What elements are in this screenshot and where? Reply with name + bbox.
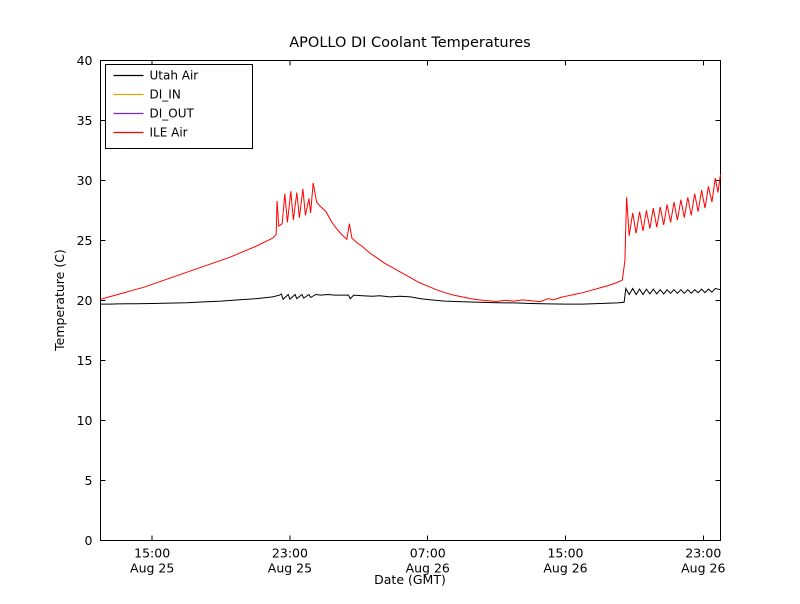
y-tick-label: 40 [77,53,93,68]
x-tick-label-time: 15:00 [547,546,583,561]
series-line-utah-air [100,286,721,305]
legend-label-di-out: DI_OUT [150,107,195,121]
legend-label-di-in: DI_IN [150,88,181,102]
x-tick-label-time: 15:00 [134,546,170,561]
legend-box [105,64,253,149]
y-tick-label: 25 [77,233,93,248]
y-tick-label: 0 [85,533,93,548]
y-tick-label: 5 [85,473,93,488]
y-tick-label: 10 [77,413,93,428]
x-tick-label-date: Aug 26 [681,561,725,576]
chart-title: APOLLO DI Coolant Temperatures [289,35,530,51]
x-tick-label-time: 07:00 [410,546,446,561]
x-tick-label-time: 23:00 [272,546,308,561]
legend-label-ile-air: ILE Air [150,126,188,140]
y-tick-label: 15 [77,353,93,368]
x-axis-label: Date (GMT) [374,572,446,587]
y-axis-label: Temperature (C) [52,249,67,352]
x-tick-label-date: Aug 26 [406,561,450,576]
y-tick-label: 30 [77,173,93,188]
legend-label-utah-air: Utah Air [150,69,199,83]
x-tick-label-date: Aug 25 [130,561,174,576]
y-tick-label: 20 [77,293,93,308]
series-line-ile-air [100,174,721,303]
x-tick-label-time: 23:00 [685,546,721,561]
y-tick-label: 35 [77,113,93,128]
x-tick-label-date: Aug 25 [268,561,312,576]
x-tick-label-date: Aug 26 [543,561,587,576]
